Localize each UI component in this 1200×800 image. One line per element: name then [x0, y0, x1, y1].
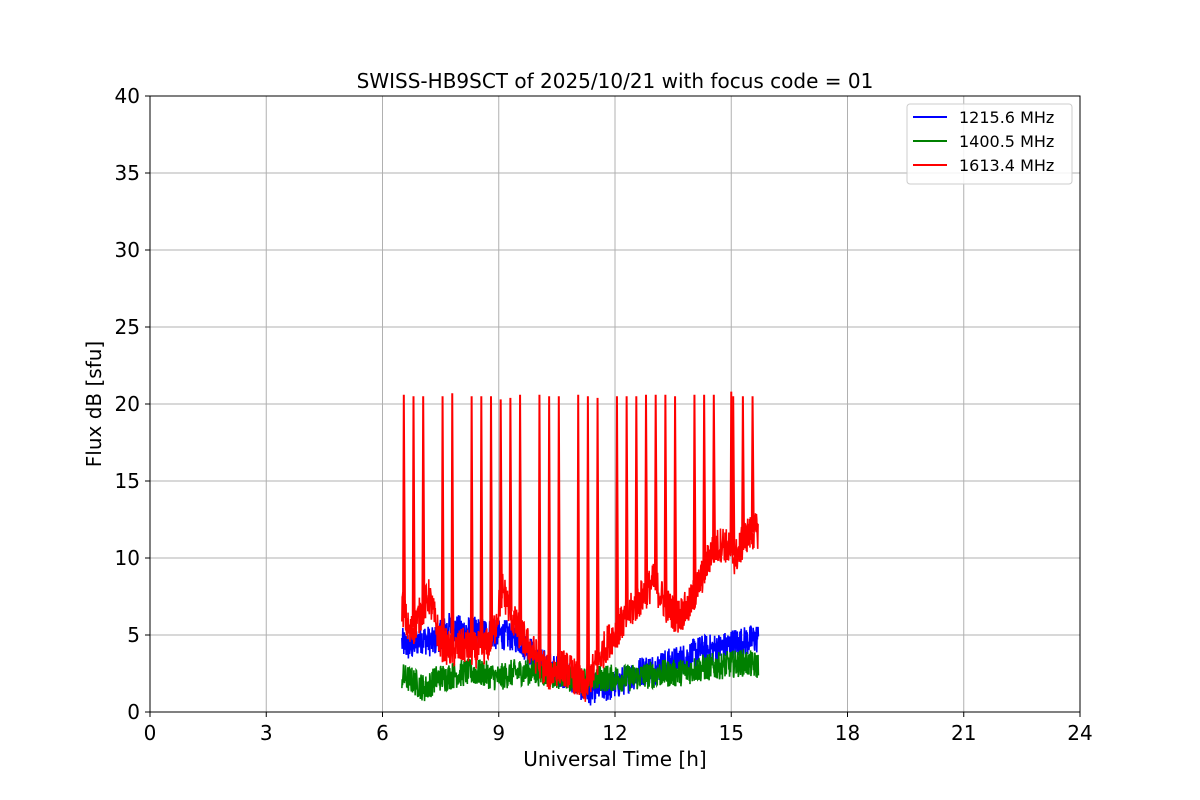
spike-mark: [576, 394, 581, 682]
spike-mark: [479, 396, 484, 649]
y-tick-label: 20: [115, 392, 140, 416]
x-tick-label: 9: [492, 721, 505, 745]
chart-title: SWISS-HB9SCT of 2025/10/21 with focus co…: [357, 69, 874, 93]
spike-mark: [750, 396, 755, 533]
spike-mark: [673, 396, 678, 615]
spike-mark: [440, 396, 445, 644]
spike-mark: [537, 394, 542, 661]
legend-label: 1215.6 MHz: [959, 108, 1054, 127]
x-tick-label: 24: [1067, 721, 1092, 745]
spike-mark: [634, 396, 639, 605]
y-tick-label: 25: [115, 315, 140, 339]
spike-mark: [518, 394, 523, 633]
spike-mark: [653, 394, 658, 585]
legend: 1215.6 MHz 1400.5 MHz 1613.4 MHz: [906, 103, 1073, 185]
spike-mark: [489, 396, 494, 637]
y-tick-label: 15: [115, 469, 140, 493]
series-layer: [401, 391, 760, 706]
spike-mark: [624, 396, 629, 618]
spike-mark: [508, 397, 513, 612]
y-axis: 0 5 10 15 20 25 30 35 40: [115, 84, 150, 724]
x-axis-label: Universal Time [h]: [523, 747, 706, 771]
y-tick-label: 5: [127, 623, 140, 647]
spike-mark: [469, 396, 474, 649]
legend-box: [906, 103, 1073, 185]
x-tick-label: 21: [951, 721, 976, 745]
y-tick-label: 0: [127, 700, 140, 724]
spike-mark: [402, 394, 406, 612]
y-tick-label: 10: [115, 546, 140, 570]
spike-mark: [702, 394, 707, 571]
spike-mark: [595, 397, 600, 662]
spike-mark: [547, 396, 552, 674]
y-axis-label: Flux dB [sfu]: [82, 341, 106, 467]
spike-mark: [729, 391, 734, 553]
spike-mark: [450, 393, 455, 651]
x-tick-label: 6: [376, 721, 389, 745]
spike-mark: [692, 394, 697, 595]
spike-mark: [586, 396, 591, 682]
spike-mark: [557, 396, 561, 668]
legend-label: 1400.5 MHz: [959, 132, 1054, 151]
spike-mark: [644, 394, 649, 592]
y-tick-label: 30: [115, 238, 140, 262]
x-axis: 0 3 6 9 12 15 18 21 24: [144, 712, 1093, 745]
spike-mark: [498, 399, 503, 599]
legend-label: 1613.4 MHz: [959, 156, 1054, 175]
spike-mark: [741, 396, 746, 543]
x-tick-label: 12: [602, 721, 627, 745]
y-tick-label: 40: [115, 84, 140, 108]
spike-mark: [712, 394, 716, 550]
x-tick-label: 15: [719, 721, 744, 745]
spike-mark: [421, 396, 426, 609]
x-tick-label: 18: [835, 721, 860, 745]
spike-mark: [411, 396, 416, 628]
spike-mark: [615, 396, 620, 630]
x-tick-label: 0: [144, 721, 157, 745]
y-tick-label: 35: [115, 161, 140, 185]
x-tick-label: 3: [260, 721, 273, 745]
spike-mark: [663, 394, 668, 605]
